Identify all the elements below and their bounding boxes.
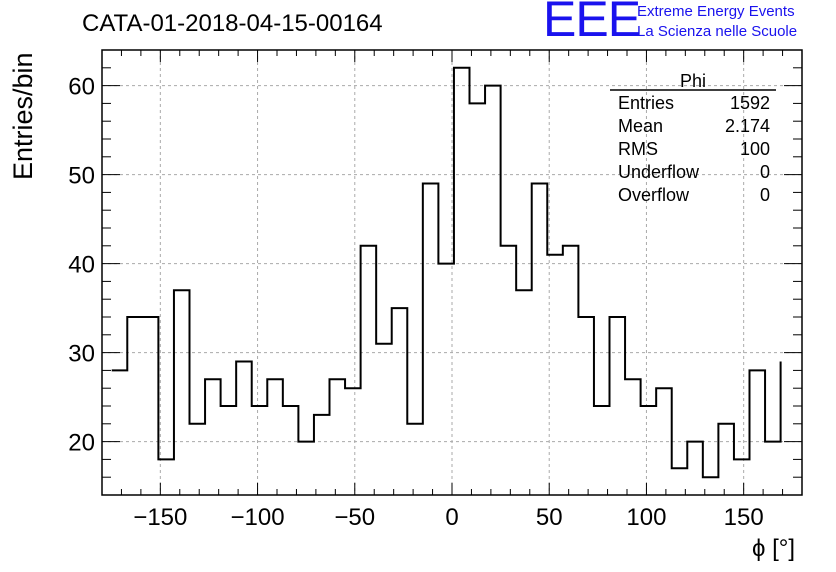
x-tick-label: −100 xyxy=(231,504,285,531)
x-tick-label: 150 xyxy=(724,504,764,531)
y-tick-label: 60 xyxy=(68,74,95,101)
logo-text-line1: Extreme Energy Events xyxy=(637,3,795,20)
y-tick-label: 20 xyxy=(68,430,95,457)
x-tick-label: 100 xyxy=(626,504,666,531)
logo-text-line2: La Scienza nelle Scuole xyxy=(637,23,798,40)
stats-label: Overflow xyxy=(618,185,690,205)
histogram-outline xyxy=(111,66,782,479)
x-axis-label: ϕ [°] xyxy=(752,535,796,562)
x-tick-label: −50 xyxy=(334,504,375,531)
y-axis-label: Entries/bin xyxy=(8,52,38,180)
axis-ticks: −150 −100 −50 0 50 100 150 20 30 40 50 60 xyxy=(68,49,802,531)
stats-row-overflow: Overflow 0 xyxy=(618,185,770,207)
stats-value: 1592 xyxy=(729,93,770,113)
stats-row-rms: RMS 100 xyxy=(618,139,770,161)
stats-value: 0 xyxy=(759,185,770,205)
stats-value: 2.174 xyxy=(724,116,770,136)
stats-row-entries: Entries 1592 xyxy=(618,93,770,115)
x-tick-label: −150 xyxy=(133,504,187,531)
y-tick-label: 30 xyxy=(68,341,95,368)
stats-label: Entries xyxy=(618,93,675,113)
stats-label: Underflow xyxy=(618,162,700,182)
stats-row-underflow: Underflow 0 xyxy=(618,162,770,184)
stats-value: 100 xyxy=(739,139,770,159)
x-tick-label: 0 xyxy=(445,504,458,531)
stats-value: 0 xyxy=(759,162,770,182)
y-tick-label: 40 xyxy=(68,252,95,279)
y-tick-label: 50 xyxy=(68,163,95,190)
eee-logo: EEE xyxy=(543,0,641,47)
stats-label: Mean xyxy=(618,116,664,136)
chart-title: CATA-01-2018-04-15-00164 xyxy=(82,10,383,37)
x-tick-label: 50 xyxy=(536,504,563,531)
grid-lines xyxy=(102,50,802,495)
stats-label: RMS xyxy=(618,139,658,159)
stats-box-title: Phi xyxy=(680,71,707,91)
stats-row-mean: Mean 2.174 xyxy=(618,116,770,138)
